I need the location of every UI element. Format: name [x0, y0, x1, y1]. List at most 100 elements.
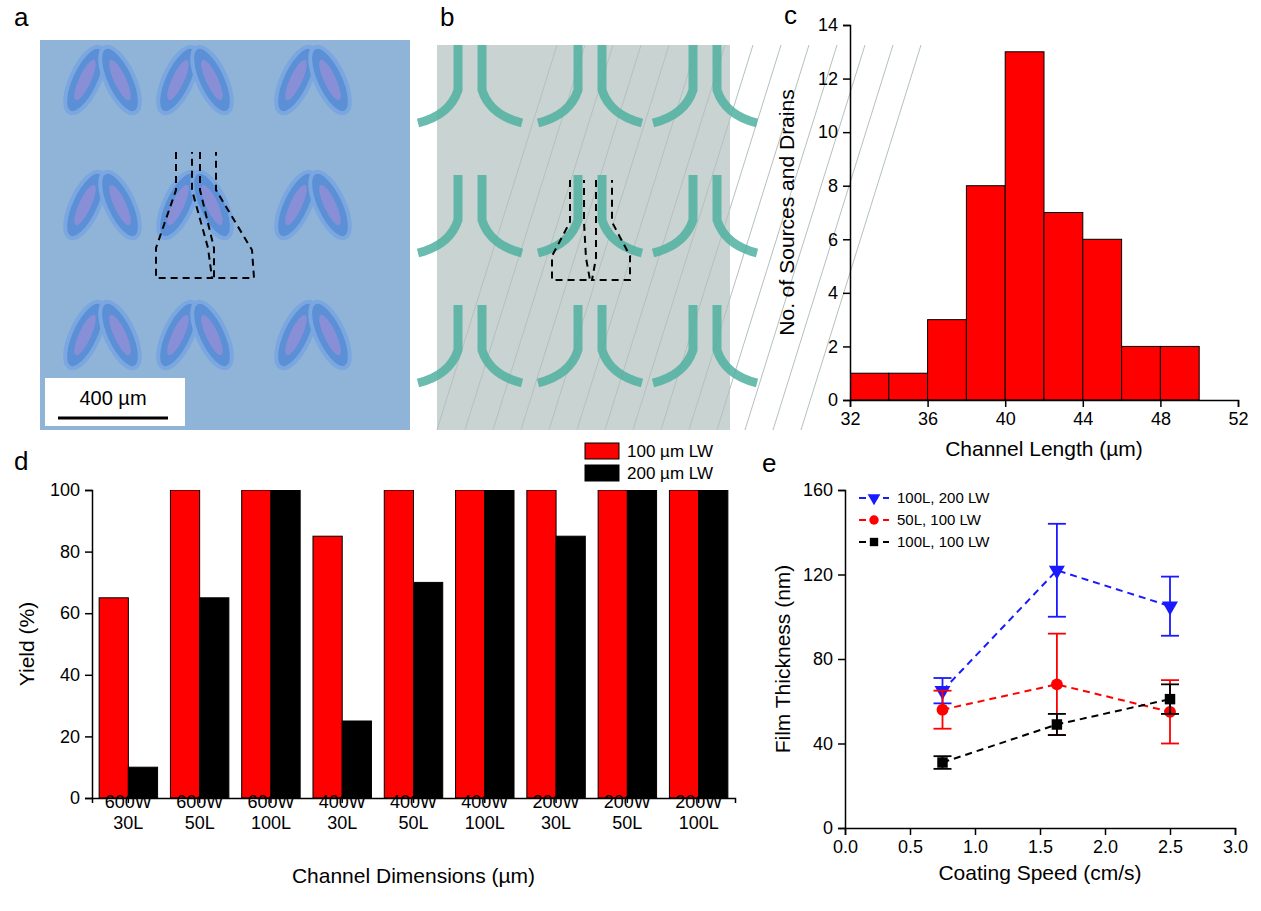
electrode-core — [163, 58, 192, 103]
bars — [99, 490, 728, 798]
legend-marker — [870, 538, 878, 546]
electrode — [602, 175, 642, 253]
electrode — [538, 305, 578, 383]
electrode — [653, 305, 693, 383]
error-bar — [1161, 577, 1179, 636]
electrode — [482, 175, 522, 253]
electrode-core — [197, 58, 226, 103]
panel-letter: e — [762, 448, 776, 478]
electrode — [92, 296, 148, 373]
bar — [669, 490, 698, 798]
electrode-core — [281, 58, 310, 103]
electrode — [482, 45, 522, 123]
error-cap — [934, 690, 952, 692]
tick-label: 160 — [803, 480, 833, 500]
bar — [1005, 52, 1044, 400]
error-cap — [1161, 576, 1179, 578]
tick-label: 4 — [828, 283, 838, 303]
tick: 600W30L — [105, 792, 152, 833]
tick-label: 2.0 — [1093, 837, 1118, 857]
error-cap — [1048, 616, 1066, 618]
tick-label: 8 — [828, 176, 838, 196]
tick-mark — [1235, 828, 1237, 835]
error-cap — [934, 677, 952, 679]
tick-label: 14 — [818, 15, 838, 35]
tick: 1.0 — [963, 828, 988, 857]
x-axis-title: Channel Dimensions (µm) — [292, 864, 535, 887]
tick-label: 2 — [828, 337, 838, 357]
tick-mark — [843, 239, 850, 241]
error-cap — [934, 755, 952, 757]
outline — [156, 152, 254, 278]
tick: 400W30L — [319, 792, 366, 833]
tick-mark — [85, 613, 92, 615]
tick-label: 0.0 — [833, 837, 858, 857]
electrode — [184, 166, 240, 243]
legend-label: 100 µm LW — [627, 442, 713, 461]
axis: 0.00.51.01.52.02.53.0 — [833, 828, 1248, 857]
tick-mark — [975, 828, 977, 835]
bar — [699, 490, 728, 798]
tick: 2 — [828, 337, 850, 357]
tick: 120 — [803, 565, 845, 585]
error-bar — [1048, 714, 1066, 735]
tick-mark — [1105, 828, 1107, 835]
axis-line — [851, 401, 1239, 408]
legend-entry: 50L, 100 LW — [859, 511, 982, 528]
tick-label: 400W30L — [319, 792, 366, 833]
scratch — [745, 45, 865, 430]
line — [943, 699, 1171, 762]
legend-entry: 200 µm LW — [585, 464, 713, 483]
error-cap — [1161, 679, 1179, 681]
tick-label: 80 — [60, 542, 80, 562]
electrode — [302, 166, 358, 243]
scratch — [773, 45, 893, 430]
electrode — [653, 175, 693, 253]
tick-mark — [85, 798, 92, 800]
axis: 600W30L600W50L600W100L400W30L400W50L400W… — [93, 792, 736, 833]
y-axis-title: Yield (%) — [15, 602, 38, 686]
tick-mark — [843, 132, 850, 134]
bar — [928, 320, 967, 400]
electrode — [92, 166, 148, 243]
electrode — [602, 45, 642, 123]
electrode — [302, 296, 358, 373]
error-bar — [934, 756, 952, 769]
error-cap — [1048, 734, 1066, 736]
tick-label: 200W30L — [533, 792, 580, 833]
bar — [99, 598, 128, 798]
tick: 8 — [828, 176, 850, 196]
tick: 600W100L — [247, 792, 294, 833]
tick-mark — [85, 551, 92, 553]
tick-mark — [927, 400, 929, 407]
bar — [1122, 346, 1161, 400]
x-axis-title: Coating Speed (cm/s) — [938, 861, 1141, 884]
tick-label: 1.0 — [963, 837, 988, 857]
tick-mark — [843, 185, 850, 187]
tick: 40 — [60, 665, 92, 685]
tick: 0 — [823, 818, 845, 838]
legend-entry: 100 µm LW — [585, 442, 713, 461]
tick-label: 200W50L — [604, 792, 651, 833]
tick-label: 120 — [803, 565, 833, 585]
tick-mark — [838, 743, 845, 745]
tick: 0 — [828, 390, 850, 410]
error-cap — [1161, 635, 1179, 637]
electrode-core — [105, 183, 134, 228]
tick: 400W50L — [390, 792, 437, 833]
tick: 32 — [840, 400, 860, 429]
tick-label: 40 — [996, 409, 1016, 429]
electrode-core — [163, 183, 192, 228]
electrode — [184, 296, 240, 373]
marker — [1165, 694, 1175, 704]
electrode — [602, 305, 642, 383]
tick: 200W100L — [675, 792, 722, 833]
tick: 14 — [818, 15, 850, 35]
marker — [937, 757, 947, 767]
electrode-core — [281, 313, 310, 358]
tick-label: 600W50L — [176, 792, 223, 833]
bar — [200, 598, 229, 798]
bar — [598, 490, 627, 798]
y-axis-title: Film Thickness (nm) — [771, 565, 794, 754]
axis-line — [846, 829, 1236, 836]
